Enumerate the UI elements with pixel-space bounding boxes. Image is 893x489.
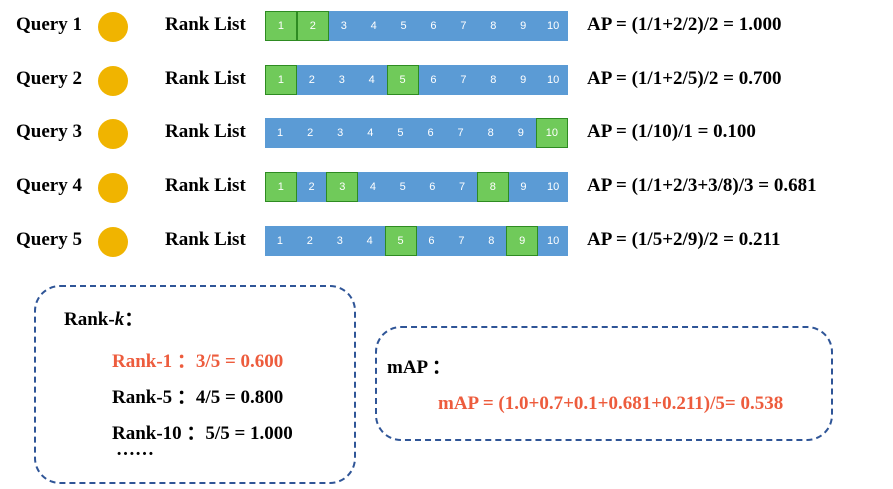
rank-cell-hit: 1 — [265, 11, 297, 41]
rank-cell-hit: 2 — [296, 11, 329, 41]
query-dot-icon — [98, 12, 128, 42]
rank-cell: 9 — [517, 127, 524, 139]
ap-formula: AP = (1/1+2/5)/2 = 0.700 — [587, 68, 782, 89]
rank-cell-hit: 9 — [506, 226, 539, 256]
rank-10-line: Rank-10 ：5/5 = 1.000 — [112, 423, 293, 444]
query-row: Query 5 Rank List 1 2 3 4 5 6 7 8 9 10 AP = (1/5+2/9… — [0, 225, 893, 257]
rank-cell: 10 — [547, 181, 560, 193]
rank-cell: 3 — [337, 127, 344, 139]
rank-cell: 7 — [458, 235, 465, 247]
rank-list-bar: 1 2 3 4 5 6 7 8 9 10 — [265, 226, 568, 256]
query-label: Query 1 — [16, 14, 82, 35]
rank-cell: 3 — [336, 235, 343, 247]
rank-cell: 8 — [490, 20, 497, 32]
rank-cell: 9 — [520, 74, 527, 86]
rank-5-line: Rank-5 ：4/5 = 0.800 — [112, 387, 284, 408]
rank-cell: 4 — [366, 235, 373, 247]
query-dot-icon — [98, 119, 128, 149]
rank-cell: 7 — [457, 127, 464, 139]
rank-cell-hit: 1 — [265, 172, 297, 202]
rank-cell: 6 — [428, 235, 435, 247]
rank-list-bar: 1 2 3 4 5 6 7 8 9 10 — [265, 172, 568, 202]
query-row: Query 3 Rank List 1 2 3 4 5 6 7 8 9 10 AP = (1/10)/1… — [0, 117, 893, 149]
rank-k-title-var: k — [114, 309, 125, 330]
rank-cell: 3 — [338, 74, 345, 86]
rank-list-bar: 1 2 3 4 5 6 7 8 9 10 — [265, 11, 568, 41]
map-panel — [375, 326, 833, 441]
rank-cell: 3 — [340, 20, 347, 32]
rank-cell: 7 — [460, 20, 467, 32]
rank-cell: 1 — [276, 235, 284, 247]
rank-cell: 5 — [399, 181, 406, 193]
rank-cell: 2 — [308, 74, 315, 86]
rank-cell-hit: 3 — [326, 172, 359, 202]
query-row: Query 4 Rank List 1 2 3 4 5 6 7 8 9 10 AP = (1/1+2/3… — [0, 171, 893, 203]
map-formula: mAP = (1.0+0.7+0.1+0.681+0.211)/5= 0.538 — [438, 393, 784, 414]
ellipsis: …… — [116, 439, 154, 460]
rank-cell: 8 — [490, 74, 497, 86]
rank-k-title-suffix: ： — [124, 309, 144, 330]
rank-cell: 2 — [307, 127, 314, 139]
ap-formula: AP = (1/10)/1 = 0.100 — [587, 121, 756, 142]
rank-cell: 8 — [487, 127, 494, 139]
rank-cell: 4 — [369, 181, 377, 193]
query-row: Query 2 Rank List 1 2 3 4 5 6 7 8 9 10 AP = (1/1+2/5… — [0, 64, 893, 96]
rank-cell: 7 — [459, 181, 466, 193]
rank-list-bar: 1 2 3 4 5 6 7 8 9 10 — [265, 118, 568, 148]
rank-cell-hit: 5 — [384, 226, 417, 256]
query-dot-icon — [98, 66, 128, 96]
rank-list-label: Rank List — [165, 175, 246, 196]
query-dot-icon — [98, 173, 128, 203]
rank-list-label: Rank List — [165, 68, 246, 89]
rank-k-title: Rank-k： — [64, 304, 143, 331]
rank-cell-hit: 1 — [265, 65, 297, 95]
rank-cell: 7 — [460, 74, 467, 86]
query-label: Query 2 — [16, 68, 82, 89]
query-label: Query 3 — [16, 121, 82, 142]
rank-cell: 5 — [400, 20, 407, 32]
rank-cell: 4 — [367, 127, 374, 139]
rank-cell: 8 — [488, 235, 495, 247]
rank-list-label: Rank List — [165, 229, 246, 250]
rank-cell: 6 — [427, 127, 434, 139]
rank-cell: 9 — [520, 20, 527, 32]
ap-formula: AP = (1/1+2/2)/2 = 1.000 — [587, 14, 782, 35]
rank-k-title-prefix: Rank- — [64, 309, 115, 330]
rank-list-bar: 1 2 3 4 5 6 7 8 9 10 — [265, 65, 568, 95]
query-dot-icon — [98, 227, 128, 257]
rank-cell: 2 — [308, 181, 315, 193]
rank-cell: 2 — [306, 235, 313, 247]
rank-cell: 10 — [546, 235, 560, 247]
rank-cell: 1 — [276, 127, 284, 139]
ap-formula: AP = (1/1+2/3+3/8)/3 = 0.681 — [587, 175, 817, 196]
rank-cell-hit: 8 — [476, 172, 509, 202]
map-title: mAP ： — [387, 357, 451, 378]
rank-cell: 5 — [397, 127, 404, 139]
rank-cell: 10 — [546, 74, 560, 86]
rank-cell: 6 — [429, 181, 436, 193]
rank-list-label: Rank List — [165, 121, 246, 142]
rank-k-panel — [34, 285, 356, 484]
query-row: Query 1 Rank List 1 2 3 4 5 6 7 8 9 10 AP = (1/1+2/2… — [0, 10, 893, 42]
rank-cell-hit: 5 — [386, 65, 419, 95]
rank-cell: 10 — [546, 20, 560, 32]
rank-cell: 6 — [430, 74, 437, 86]
rank-list-label: Rank List — [165, 14, 246, 35]
rank-cell: 4 — [370, 20, 377, 32]
query-label: Query 5 — [16, 229, 82, 250]
rank-cell: 9 — [520, 181, 527, 193]
rank-cell: 6 — [430, 20, 437, 32]
ap-formula: AP = (1/5+2/9)/2 = 0.211 — [587, 229, 781, 250]
rank-cell: 4 — [368, 74, 375, 86]
rank-cell-hit: 10 — [535, 118, 568, 148]
query-label: Query 4 — [16, 175, 82, 196]
rank-1-line: Rank-1 ：3/5 = 0.600 — [112, 351, 284, 372]
